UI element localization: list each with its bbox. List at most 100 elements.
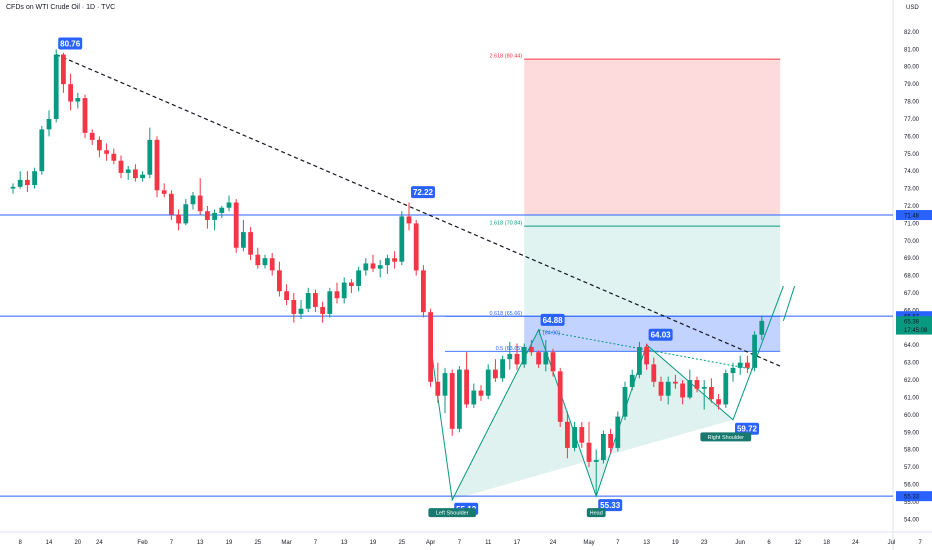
time-tick: 7 bbox=[458, 540, 462, 546]
candle-body bbox=[176, 214, 181, 224]
candle bbox=[759, 315, 765, 341]
candle-body bbox=[550, 352, 556, 372]
candle bbox=[536, 350, 541, 368]
candle bbox=[140, 171, 145, 182]
candle-body bbox=[579, 427, 585, 443]
candle bbox=[464, 352, 469, 408]
price-tick: 61.00 bbox=[904, 395, 920, 401]
candle-body bbox=[262, 258, 268, 266]
candle bbox=[118, 155, 124, 179]
candle-body bbox=[385, 258, 390, 266]
candle bbox=[377, 259, 383, 278]
candle bbox=[709, 378, 714, 403]
candle-body bbox=[457, 369, 462, 429]
time-tick: 7 bbox=[170, 540, 174, 546]
candle bbox=[262, 254, 268, 269]
pattern-label-text: Right Shoulder bbox=[708, 435, 745, 441]
candle bbox=[82, 94, 88, 139]
candle bbox=[349, 279, 354, 294]
candle-body bbox=[349, 282, 354, 287]
candle-body bbox=[255, 254, 261, 266]
candle bbox=[514, 343, 520, 370]
candle-body bbox=[521, 346, 527, 365]
candle bbox=[219, 205, 225, 219]
candle bbox=[341, 277, 347, 304]
price-callout: 72.22 bbox=[411, 186, 435, 199]
candle-body bbox=[644, 346, 649, 365]
callout-bg bbox=[598, 499, 623, 512]
fib-label: 0.618 (65.66) bbox=[489, 311, 522, 317]
candle-body bbox=[392, 258, 397, 262]
candle bbox=[665, 376, 671, 405]
candle bbox=[104, 143, 109, 161]
candle-body bbox=[428, 312, 433, 382]
price-tick: 77.00 bbox=[904, 117, 920, 123]
candle-body bbox=[82, 98, 88, 133]
candle-body bbox=[154, 139, 160, 191]
candle bbox=[176, 209, 181, 231]
candle bbox=[428, 308, 433, 388]
candle bbox=[356, 266, 361, 292]
candle-body bbox=[745, 362, 750, 368]
candle bbox=[298, 299, 304, 320]
time-tick: 24 bbox=[550, 540, 557, 546]
candle bbox=[147, 127, 153, 179]
candle bbox=[183, 199, 189, 226]
candle bbox=[39, 125, 45, 175]
candle-body bbox=[485, 369, 491, 396]
candle bbox=[658, 376, 664, 401]
fib-label: 1 (64.90) bbox=[538, 331, 560, 337]
candle bbox=[745, 355, 750, 374]
time-tick: 8 bbox=[19, 540, 23, 546]
candle bbox=[637, 341, 642, 379]
candle-body bbox=[593, 460, 599, 462]
price-axis-label-text: 55.33 bbox=[904, 495, 920, 501]
candle-body bbox=[421, 270, 426, 313]
callout-bg bbox=[648, 328, 673, 341]
candle-body bbox=[723, 373, 729, 405]
candle bbox=[370, 254, 376, 273]
fib-label: 0.5 (63.65) bbox=[496, 346, 523, 352]
candle bbox=[197, 178, 203, 215]
time-tick: 17 bbox=[514, 540, 521, 546]
time-tick: 11 bbox=[485, 540, 492, 546]
pattern-label: Right Shoulder bbox=[700, 432, 752, 442]
candle-body bbox=[449, 373, 455, 429]
candle-body bbox=[313, 293, 318, 307]
candle bbox=[550, 348, 556, 377]
candle-body bbox=[305, 293, 311, 309]
candle-body bbox=[89, 132, 95, 140]
candle bbox=[644, 343, 649, 370]
candle bbox=[557, 367, 563, 428]
price-tick: 76.00 bbox=[904, 134, 920, 140]
candle-body bbox=[709, 387, 714, 400]
chart-title: CFDs on WTI Crude Oil · 1D · TVC bbox=[6, 4, 116, 11]
callout-bg bbox=[735, 422, 759, 435]
candle bbox=[399, 211, 405, 266]
candle bbox=[442, 367, 448, 414]
time-tick: Mar bbox=[281, 540, 291, 546]
candle-body bbox=[442, 373, 448, 396]
projection-line bbox=[782, 285, 796, 322]
candle bbox=[485, 364, 491, 400]
candle bbox=[212, 209, 217, 231]
candle bbox=[17, 171, 23, 189]
price-axis-label-bg bbox=[896, 311, 932, 322]
time-tick: 14 bbox=[46, 540, 53, 546]
price-tick: 62.00 bbox=[904, 378, 920, 384]
price-axis-label: 17:45:08 bbox=[896, 324, 932, 335]
candle-body bbox=[601, 434, 606, 461]
time-tick: 13 bbox=[197, 540, 204, 546]
price-axis-label-bg bbox=[896, 491, 932, 502]
currency-label: USD bbox=[906, 5, 919, 11]
pattern-label-bg bbox=[586, 508, 606, 518]
price-tick: 73.00 bbox=[904, 187, 920, 193]
stop-zone bbox=[524, 59, 781, 216]
price-tick: 72.00 bbox=[904, 204, 920, 210]
candle-body bbox=[133, 169, 138, 179]
candle bbox=[233, 199, 239, 253]
pattern-label-text: Left Shoulder bbox=[436, 511, 469, 517]
callout-text: 64.88 bbox=[543, 316, 564, 325]
candle-body bbox=[248, 232, 253, 255]
